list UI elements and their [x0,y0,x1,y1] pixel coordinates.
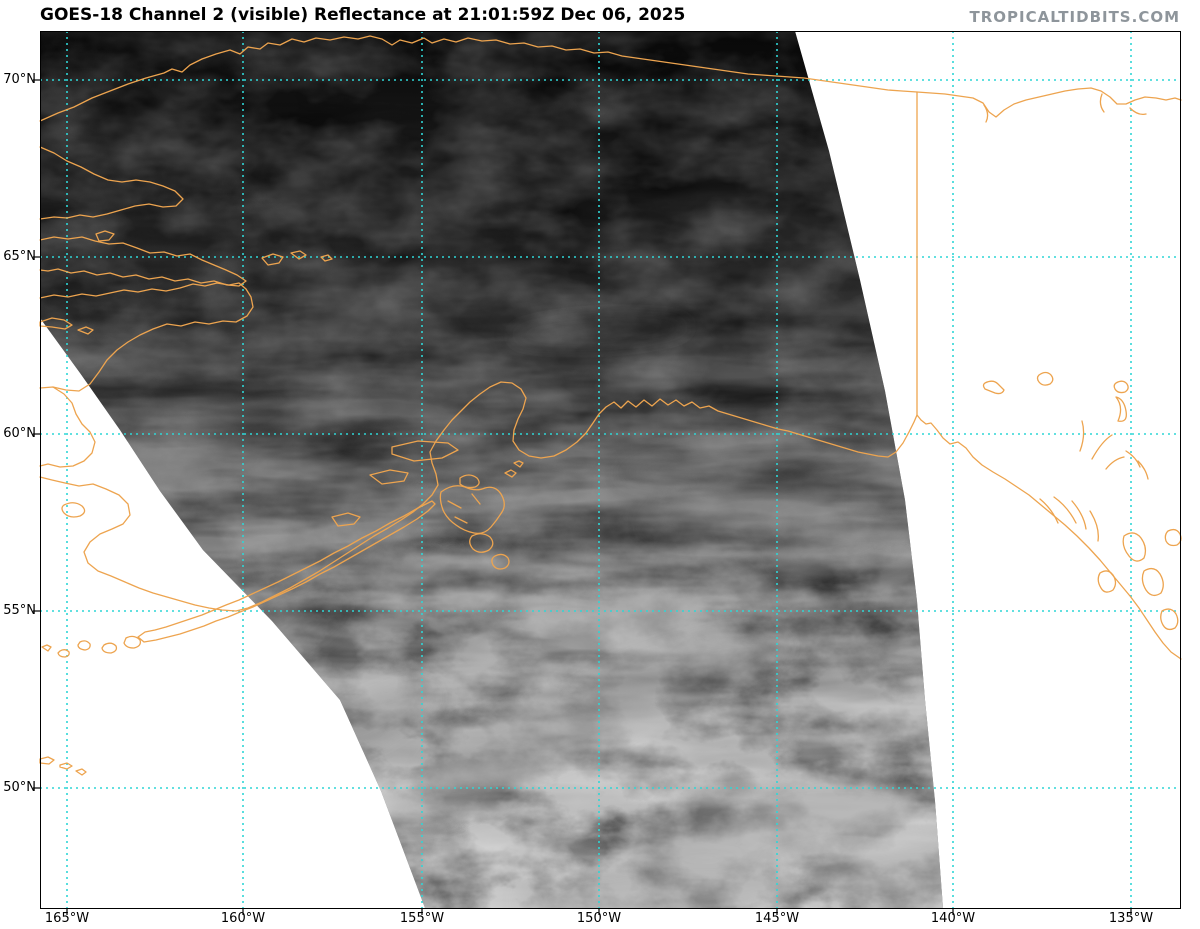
lon-label-140w: 140°W [930,911,976,926]
lat-label-65n: 65°N [3,249,36,264]
afognak-island [459,460,524,489]
page-title: GOES-18 Channel 2 (visible) Reflectance … [40,5,686,25]
lon-label-135w: 135°W [1108,911,1154,926]
bright-cloud-patches [237,316,943,908]
iliamna-lake [331,440,459,527]
lon-label-150w: 150°W [576,911,622,926]
latlon-gridlines [40,31,1181,908]
axis-ticks [33,79,1132,915]
lat-label-55n: 55°N [3,603,36,618]
st-lawrence-island [39,317,94,335]
cloud-field [40,31,943,908]
plot-frame [40,31,1181,909]
nunivak-island [61,502,86,518]
arctic-coastline [39,35,1182,122]
aleutian-islands [41,635,142,658]
lon-label-145w: 145°W [754,911,800,926]
seward-peninsula [39,236,247,287]
coastlines [39,35,1182,776]
yukon-lakes [982,371,1129,395]
bering-strait-islands [261,250,333,266]
kotzebue-island [95,230,115,242]
alaska-peninsula [137,500,436,643]
lon-label-165w: 165°W [44,911,90,926]
panhandle-fjords [1039,420,1149,542]
kodiak-south-islands [469,533,510,570]
kodiak-island [439,485,505,535]
panhandle-islands [1097,396,1182,631]
mackenzie-channels [983,93,1147,123]
lon-label-160w: 160°W [220,911,266,926]
lat-label-60n: 60°N [3,426,36,441]
southern-mainland-coast [39,381,1182,660]
kotzebue-sound-coast [39,146,184,220]
watermark-tropicaltidbits: TROPICALTIDBITS.COM [969,8,1180,26]
lat-label-50n: 50°N [3,780,36,795]
aleutian-chain-54n [39,756,87,776]
satellite-swath [40,31,943,908]
norton-sound-coast [39,282,254,392]
lat-label-70n: 70°N [3,72,36,87]
lon-label-155w: 155°W [399,911,445,926]
yukon-delta [39,386,96,468]
